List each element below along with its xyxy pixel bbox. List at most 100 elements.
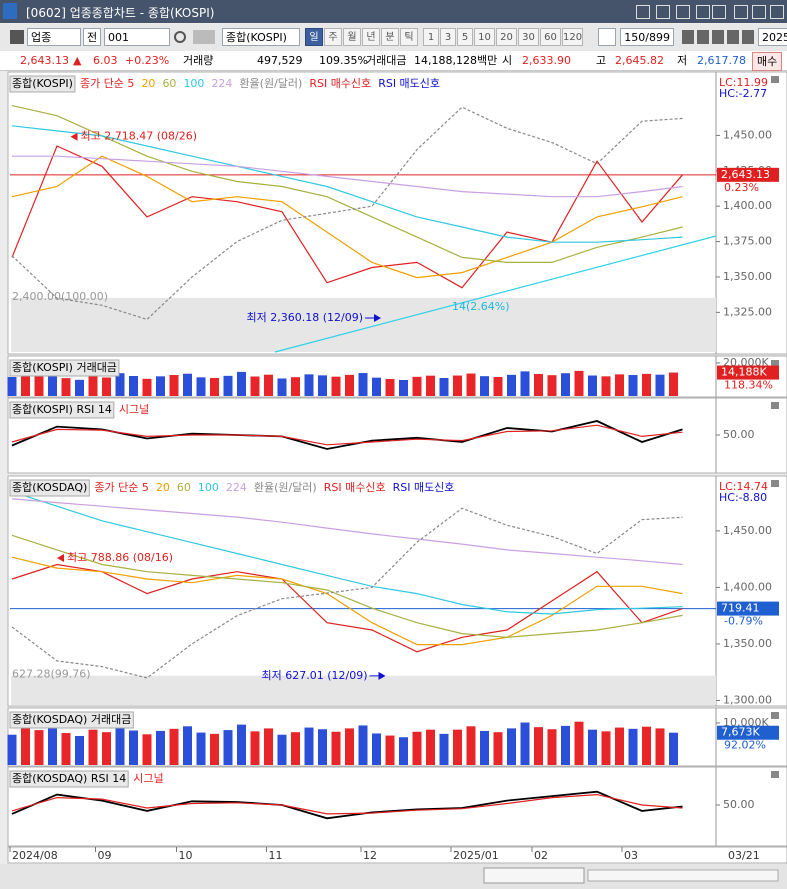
spin-box[interactable]	[598, 28, 616, 46]
y-tick-label: 50.00	[723, 798, 755, 811]
volume-bar	[250, 376, 260, 396]
y-tick-label: 1,350.00	[723, 637, 772, 650]
window-button[interactable]	[656, 5, 670, 19]
volume-bar	[426, 375, 435, 396]
legend-box	[9, 711, 134, 729]
volume-bar	[264, 374, 273, 396]
count-input[interactable]: 150/899	[620, 28, 674, 46]
scope-select[interactable]: 전	[83, 28, 101, 46]
legend-box	[9, 401, 115, 419]
volume-bar	[385, 378, 395, 396]
volume-bar	[655, 374, 665, 396]
volume-bar	[183, 726, 192, 765]
period-button[interactable]: 20	[496, 28, 517, 46]
volume-bar	[304, 727, 314, 765]
change: 6.03	[93, 54, 118, 67]
date-input[interactable]: 2025	[758, 28, 787, 46]
period-button[interactable]: 30	[518, 28, 539, 46]
series-line	[11, 534, 683, 638]
volume-bar	[129, 730, 138, 765]
period-button[interactable]: 60	[540, 28, 561, 46]
period-button[interactable]: 년	[362, 28, 380, 46]
volume-bar	[399, 737, 408, 765]
volume-bar	[318, 375, 327, 396]
volume-bar	[561, 373, 570, 396]
volume-bar	[358, 725, 368, 765]
period-button[interactable]: 5	[457, 28, 473, 46]
volume-bar	[34, 375, 44, 396]
window-button[interactable]	[696, 5, 710, 19]
volume-label: 거래량	[183, 54, 214, 67]
maximize-button[interactable]	[752, 5, 766, 19]
legend-entry: 종합(KOSPI)	[12, 77, 73, 90]
zoom-slider[interactable]	[587, 869, 779, 882]
period-button[interactable]: 3	[440, 28, 456, 46]
minimize-button[interactable]	[734, 5, 748, 19]
volume-bar	[439, 377, 449, 396]
lc-label: LC:11.99	[719, 76, 768, 89]
base-label: 2,400.00(100.00)	[12, 290, 108, 303]
low: 2,617.78	[697, 54, 746, 67]
series-line	[11, 145, 683, 289]
volume-bar	[75, 379, 84, 396]
volume-bar	[561, 725, 570, 765]
code-select[interactable]: 001	[104, 28, 170, 46]
volume-bar	[412, 376, 422, 396]
volume-bar	[480, 376, 489, 396]
volume-bar	[642, 373, 651, 396]
volume-bar	[426, 729, 435, 765]
volume-bar	[412, 731, 422, 765]
volume-bar	[88, 729, 98, 765]
title-bar: [0602] 업종종합차트 - 종합(KOSPI)	[0, 0, 787, 23]
base-zone	[11, 297, 716, 352]
period-button[interactable]: 10	[474, 28, 495, 46]
change-pct: +0.23%	[125, 54, 170, 67]
order-button[interactable]: 매수	[752, 52, 783, 71]
menu-icon[interactable]	[10, 30, 24, 44]
search-button[interactable]	[174, 31, 186, 43]
open: 2,633.90	[522, 54, 571, 67]
volume-bar	[615, 374, 624, 396]
period-button[interactable]: 주	[324, 28, 342, 46]
index-name[interactable]: 종합(KOSPI)	[222, 28, 300, 46]
period-button[interactable]: 일	[305, 28, 323, 46]
window-button[interactable]	[676, 5, 690, 19]
market-select[interactable]: 업종	[27, 28, 81, 46]
volume-bar	[142, 734, 152, 765]
volume-bar	[88, 375, 98, 396]
period-button[interactable]: 분	[381, 28, 399, 46]
volume-bar	[628, 728, 638, 765]
panel-close	[771, 360, 779, 367]
x-tick-label: 2024/08	[12, 849, 58, 862]
legend-box	[9, 770, 129, 788]
prev-next-button[interactable]	[193, 30, 215, 44]
period-button[interactable]: 120	[562, 28, 583, 46]
volume-bar	[61, 733, 71, 765]
volume-bar	[547, 729, 557, 765]
legend-entry: 224	[211, 77, 232, 90]
volume-bar	[588, 729, 597, 765]
last-value: 14,188K	[721, 366, 767, 379]
high-label: 고	[596, 54, 607, 67]
window-button[interactable]	[712, 5, 726, 19]
period-button[interactable]: 월	[343, 28, 361, 46]
last-value: 7,673K	[721, 726, 760, 739]
window-button[interactable]	[636, 5, 650, 19]
period-button[interactable]: 틱	[400, 28, 418, 46]
legend-box	[9, 479, 90, 497]
navigation-buttons[interactable]	[483, 867, 585, 884]
volume-bar	[331, 731, 341, 765]
close-button[interactable]	[770, 5, 784, 19]
volume-bar	[493, 377, 503, 396]
volume-bar	[102, 732, 111, 765]
volume-bar	[291, 732, 300, 765]
volume-bar	[439, 733, 449, 765]
note-label: 14(2.64%)	[452, 300, 510, 313]
high-arrow	[57, 554, 64, 563]
tool-icons[interactable]	[682, 30, 754, 44]
volume-bar	[601, 731, 611, 765]
volume-bar	[169, 375, 179, 396]
period-button[interactable]: 1	[423, 28, 439, 46]
y-tick-label: 50.00	[723, 428, 755, 441]
